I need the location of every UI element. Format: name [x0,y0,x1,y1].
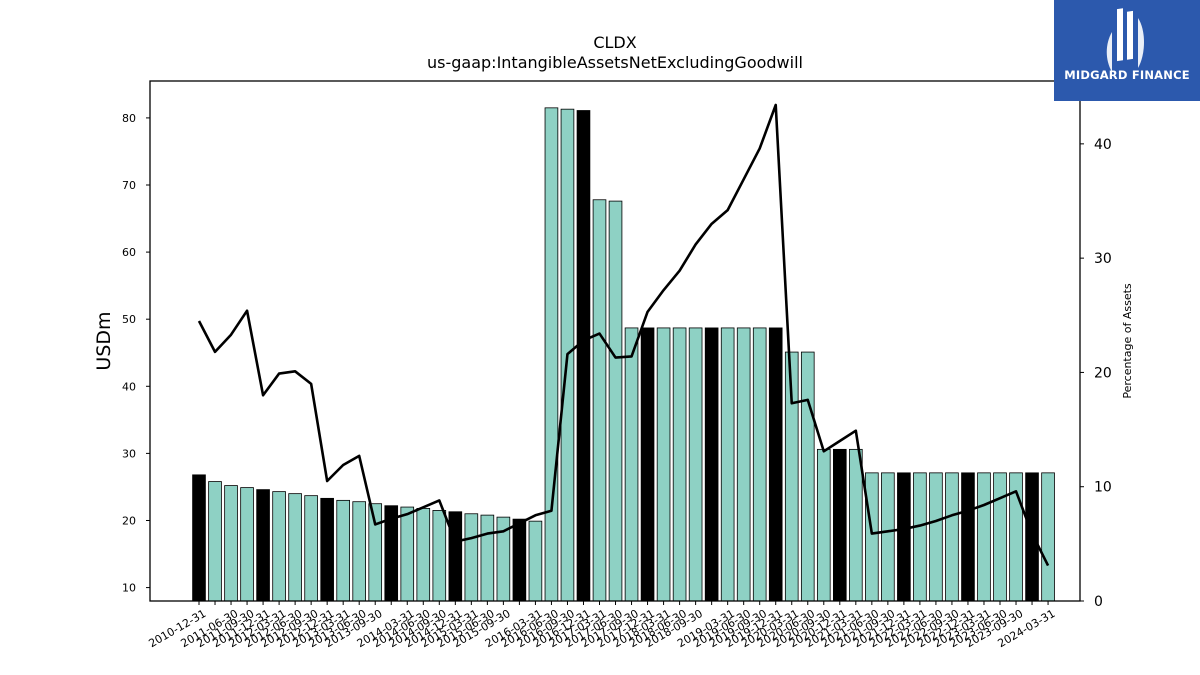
bar [897,472,911,602]
bar [608,200,623,602]
midgard-logo: MIDGARD FINANCE [1054,0,1200,101]
chart-texts: 10203040506070800102030402010-12-312011-… [93,33,1134,650]
bar [320,497,334,602]
plot-frame [149,80,1081,602]
bar [849,448,863,602]
y2-tick-label: 0 [1094,594,1103,610]
y2-tick-label: 40 [1094,137,1112,153]
bar-series [192,107,1055,602]
chart-title: CLDX [593,33,636,52]
bar [672,327,687,602]
axes [146,80,1084,605]
logo-mark-icon [1106,8,1144,72]
bar [720,327,735,602]
bar [208,481,222,602]
y-tick-label: 60 [122,246,136,259]
y-tick-label: 70 [122,179,136,192]
bar [512,518,527,602]
bar [768,327,783,602]
bar [736,327,751,602]
bar [977,472,991,602]
bar [833,448,847,602]
bar [528,520,543,602]
bar [913,472,927,602]
y-tick-label: 30 [122,447,136,460]
bar [993,472,1007,602]
bar [544,107,559,602]
y-axis-label: USDm [93,311,115,370]
bar [624,327,639,602]
bar [656,327,671,602]
bar [272,491,286,602]
percentage-line [197,103,1050,567]
bar [640,327,655,602]
bar [881,472,895,602]
bar [688,327,703,602]
bar [192,474,206,602]
bar [480,514,495,602]
bar [704,327,719,602]
bar [336,499,350,602]
y-tick-label: 40 [122,380,136,393]
bar [800,351,815,602]
chart-subtitle: us-gaap:IntangibleAssetsNetExcludingGood… [427,53,803,72]
line-series [197,103,1050,567]
y2-tick-label: 30 [1094,251,1112,267]
bar [929,472,943,602]
bar [368,503,383,602]
y2-axis-label: Percentage of Assets [1121,283,1134,399]
bar [448,511,463,602]
bar [432,510,447,602]
bar [1025,472,1039,602]
y-tick-label: 10 [122,582,136,595]
y2-tick-label: 10 [1094,480,1112,496]
bar [961,472,975,602]
bar [752,327,767,602]
bar [288,493,302,602]
y2-tick-label: 20 [1094,365,1112,381]
bar [945,472,959,602]
bar [592,199,607,602]
y-tick-label: 80 [122,112,136,125]
bar [400,506,415,602]
bar [304,495,318,602]
bar [816,448,831,602]
bar [240,487,254,602]
bar [1041,472,1055,602]
bar [865,472,879,602]
y-tick-label: 50 [122,313,136,326]
bar [352,501,366,602]
y-tick-label: 20 [122,514,136,527]
bar [256,489,270,602]
bar [224,485,238,602]
bar [576,110,591,602]
logo-text: MIDGARD FINANCE [1064,68,1190,82]
bar [464,513,479,602]
bar [416,508,431,602]
